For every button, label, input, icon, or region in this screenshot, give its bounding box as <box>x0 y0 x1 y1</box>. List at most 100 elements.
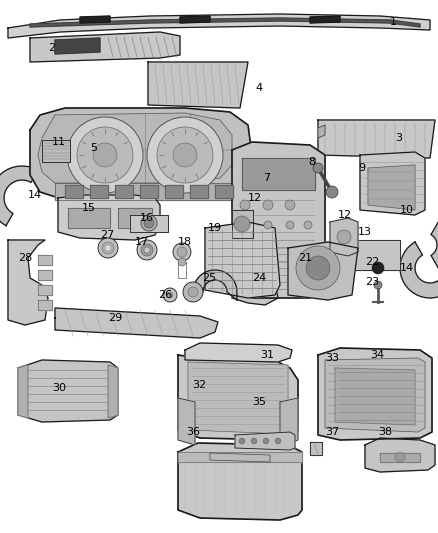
Polygon shape <box>165 185 183 198</box>
Polygon shape <box>235 432 295 450</box>
Circle shape <box>102 242 114 254</box>
Circle shape <box>241 221 249 229</box>
Text: 21: 21 <box>298 253 312 263</box>
Polygon shape <box>8 14 430 38</box>
Circle shape <box>141 244 153 256</box>
Polygon shape <box>318 120 435 158</box>
Text: 24: 24 <box>252 273 266 283</box>
Polygon shape <box>108 365 118 418</box>
Circle shape <box>105 245 111 251</box>
Text: 37: 37 <box>325 427 339 437</box>
Circle shape <box>234 216 250 232</box>
Polygon shape <box>55 308 218 338</box>
Circle shape <box>167 292 173 298</box>
Polygon shape <box>178 452 302 462</box>
Polygon shape <box>400 242 438 298</box>
Text: 19: 19 <box>208 223 222 233</box>
Polygon shape <box>58 195 160 240</box>
Polygon shape <box>185 343 292 362</box>
Polygon shape <box>140 185 158 198</box>
Circle shape <box>173 243 191 261</box>
Polygon shape <box>360 152 425 215</box>
Text: 14: 14 <box>28 190 42 200</box>
Circle shape <box>188 287 198 297</box>
Polygon shape <box>55 38 100 54</box>
Circle shape <box>263 200 273 210</box>
Circle shape <box>240 200 250 210</box>
Text: 28: 28 <box>18 253 32 263</box>
Polygon shape <box>318 125 325 138</box>
Bar <box>42 140 70 162</box>
Text: 11: 11 <box>52 137 66 147</box>
Circle shape <box>157 127 213 183</box>
Text: 12: 12 <box>338 210 352 220</box>
Polygon shape <box>242 158 315 190</box>
Text: 12: 12 <box>248 193 262 203</box>
Polygon shape <box>38 300 52 310</box>
Circle shape <box>286 221 294 229</box>
Polygon shape <box>431 221 438 269</box>
Circle shape <box>264 221 272 229</box>
Text: 4: 4 <box>255 83 262 93</box>
Text: 31: 31 <box>260 350 274 360</box>
Polygon shape <box>178 443 302 520</box>
Text: 23: 23 <box>365 277 379 287</box>
Polygon shape <box>365 438 435 472</box>
Circle shape <box>296 246 340 290</box>
Polygon shape <box>325 358 425 432</box>
Text: 22: 22 <box>365 257 379 267</box>
Text: 29: 29 <box>108 313 122 323</box>
Polygon shape <box>115 185 133 198</box>
Text: 16: 16 <box>140 213 154 223</box>
Text: 3: 3 <box>395 133 402 143</box>
Circle shape <box>163 288 177 302</box>
Polygon shape <box>18 360 118 422</box>
Polygon shape <box>205 222 280 298</box>
Circle shape <box>326 186 338 198</box>
Polygon shape <box>215 185 233 198</box>
Polygon shape <box>68 208 110 228</box>
Text: 17: 17 <box>135 237 149 247</box>
Text: 9: 9 <box>358 163 365 173</box>
Polygon shape <box>178 355 298 440</box>
Text: 15: 15 <box>82 203 96 213</box>
Text: 36: 36 <box>186 427 200 437</box>
Circle shape <box>178 258 186 266</box>
Circle shape <box>98 238 118 258</box>
Polygon shape <box>38 113 232 183</box>
Circle shape <box>239 438 245 444</box>
Text: 27: 27 <box>100 230 114 240</box>
Circle shape <box>313 163 323 173</box>
Circle shape <box>275 438 281 444</box>
Polygon shape <box>232 142 325 298</box>
Circle shape <box>337 230 351 244</box>
Polygon shape <box>38 285 52 295</box>
Polygon shape <box>232 275 278 305</box>
Polygon shape <box>178 398 195 445</box>
Text: 35: 35 <box>252 397 266 407</box>
Circle shape <box>263 438 269 444</box>
Polygon shape <box>30 108 252 200</box>
Polygon shape <box>193 270 237 300</box>
Circle shape <box>285 200 295 210</box>
Polygon shape <box>65 185 83 198</box>
Bar <box>352 240 400 270</box>
Circle shape <box>147 117 223 193</box>
Circle shape <box>183 282 203 302</box>
Polygon shape <box>310 442 322 455</box>
Text: 10: 10 <box>400 205 414 215</box>
Polygon shape <box>352 240 400 270</box>
Polygon shape <box>190 185 208 198</box>
Circle shape <box>306 256 330 280</box>
Text: 18: 18 <box>178 237 192 247</box>
Polygon shape <box>30 18 420 27</box>
Polygon shape <box>118 208 152 228</box>
Text: 13: 13 <box>358 227 372 237</box>
Text: 30: 30 <box>52 383 66 393</box>
Circle shape <box>144 218 154 228</box>
Polygon shape <box>8 240 48 325</box>
Circle shape <box>93 143 117 167</box>
Polygon shape <box>210 453 270 462</box>
Polygon shape <box>0 166 38 225</box>
Circle shape <box>304 221 312 229</box>
